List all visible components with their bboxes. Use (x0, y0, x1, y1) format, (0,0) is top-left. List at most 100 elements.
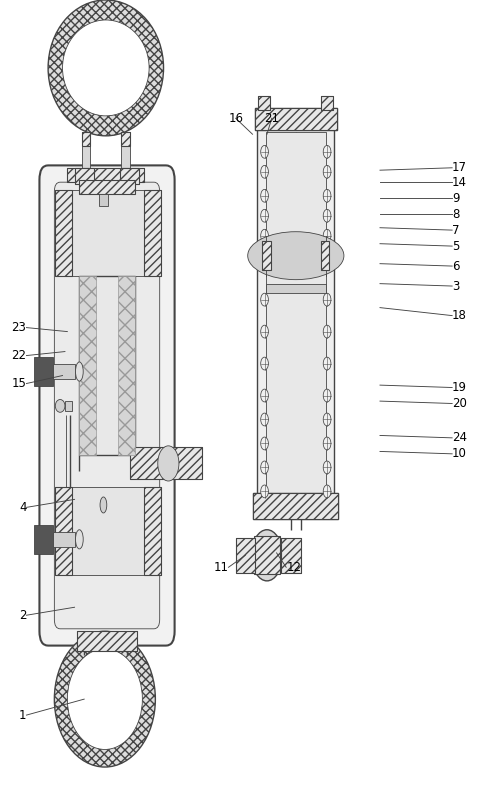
Bar (120, 168, 139, 184)
Ellipse shape (323, 437, 330, 450)
Ellipse shape (260, 229, 268, 242)
Ellipse shape (260, 437, 268, 450)
Text: 19: 19 (451, 381, 466, 394)
Bar (79, 276, 96, 455)
Ellipse shape (323, 145, 330, 158)
Ellipse shape (260, 389, 268, 402)
Text: 8: 8 (451, 208, 458, 221)
Bar (320, 241, 329, 270)
Text: 15: 15 (12, 377, 26, 390)
Text: 22: 22 (12, 349, 26, 362)
Bar (120, 168, 139, 184)
Bar (77, 631, 137, 651)
Ellipse shape (251, 530, 282, 581)
Text: 4: 4 (19, 501, 26, 514)
Ellipse shape (260, 165, 268, 178)
Ellipse shape (323, 229, 330, 242)
Ellipse shape (323, 209, 330, 222)
Bar (321, 96, 333, 110)
Ellipse shape (260, 413, 268, 426)
Bar (121, 132, 130, 168)
Bar (144, 487, 161, 575)
Ellipse shape (247, 232, 343, 280)
Bar (34, 525, 53, 554)
Ellipse shape (260, 145, 268, 158)
Ellipse shape (260, 485, 268, 498)
Ellipse shape (323, 357, 330, 370)
Ellipse shape (323, 485, 330, 498)
Bar (235, 538, 254, 573)
Bar (82, 132, 90, 146)
FancyBboxPatch shape (39, 165, 174, 646)
Bar (74, 168, 94, 184)
Bar (98, 194, 108, 206)
Text: 2: 2 (19, 609, 26, 622)
Bar (257, 128, 334, 515)
Ellipse shape (260, 293, 268, 306)
Ellipse shape (323, 461, 330, 474)
Bar (53, 364, 74, 379)
Text: 6: 6 (451, 260, 459, 272)
Bar (65, 401, 72, 411)
Bar (130, 447, 202, 479)
Ellipse shape (157, 446, 179, 481)
Text: 17: 17 (451, 161, 466, 174)
Bar (55, 487, 72, 575)
Text: 1: 1 (19, 709, 26, 721)
Ellipse shape (54, 631, 155, 767)
Ellipse shape (260, 189, 268, 202)
Bar (67, 168, 144, 182)
Ellipse shape (323, 165, 330, 178)
Ellipse shape (55, 400, 65, 412)
Bar (253, 536, 279, 574)
Ellipse shape (260, 325, 268, 338)
Text: 23: 23 (12, 321, 26, 334)
Bar (258, 96, 270, 110)
Ellipse shape (67, 649, 142, 749)
Ellipse shape (323, 189, 330, 202)
Bar (281, 538, 300, 573)
Ellipse shape (75, 362, 83, 381)
Bar (281, 538, 300, 573)
Bar (253, 493, 337, 519)
Bar (121, 132, 130, 146)
Text: 5: 5 (451, 240, 458, 252)
Bar (82, 132, 90, 168)
Bar (79, 276, 134, 455)
Text: 11: 11 (213, 561, 228, 574)
Bar (253, 493, 337, 519)
Text: 24: 24 (451, 431, 466, 444)
Text: 21: 21 (264, 112, 279, 125)
Bar (321, 96, 333, 110)
Bar (118, 276, 134, 455)
Bar (55, 487, 161, 575)
Ellipse shape (75, 530, 83, 549)
Bar (53, 532, 74, 547)
Ellipse shape (260, 357, 268, 370)
Text: 10: 10 (451, 447, 466, 460)
Ellipse shape (100, 497, 107, 513)
Ellipse shape (323, 325, 330, 338)
Ellipse shape (323, 389, 330, 402)
Bar (265, 132, 325, 515)
Bar (74, 168, 94, 184)
Text: 20: 20 (451, 397, 466, 410)
Ellipse shape (62, 20, 149, 116)
Bar (67, 168, 144, 182)
Ellipse shape (260, 461, 268, 474)
Ellipse shape (48, 0, 163, 136)
Bar (130, 447, 202, 479)
Text: 16: 16 (228, 112, 243, 125)
Text: 7: 7 (451, 224, 459, 237)
FancyBboxPatch shape (54, 182, 159, 629)
Bar (77, 631, 137, 651)
Ellipse shape (323, 293, 330, 306)
Text: 9: 9 (451, 192, 459, 205)
Bar (55, 190, 72, 276)
Text: 3: 3 (451, 280, 458, 292)
Text: 14: 14 (451, 176, 466, 189)
Bar (144, 190, 161, 276)
Bar (79, 180, 134, 194)
Bar (34, 357, 53, 386)
Text: 12: 12 (286, 561, 300, 574)
